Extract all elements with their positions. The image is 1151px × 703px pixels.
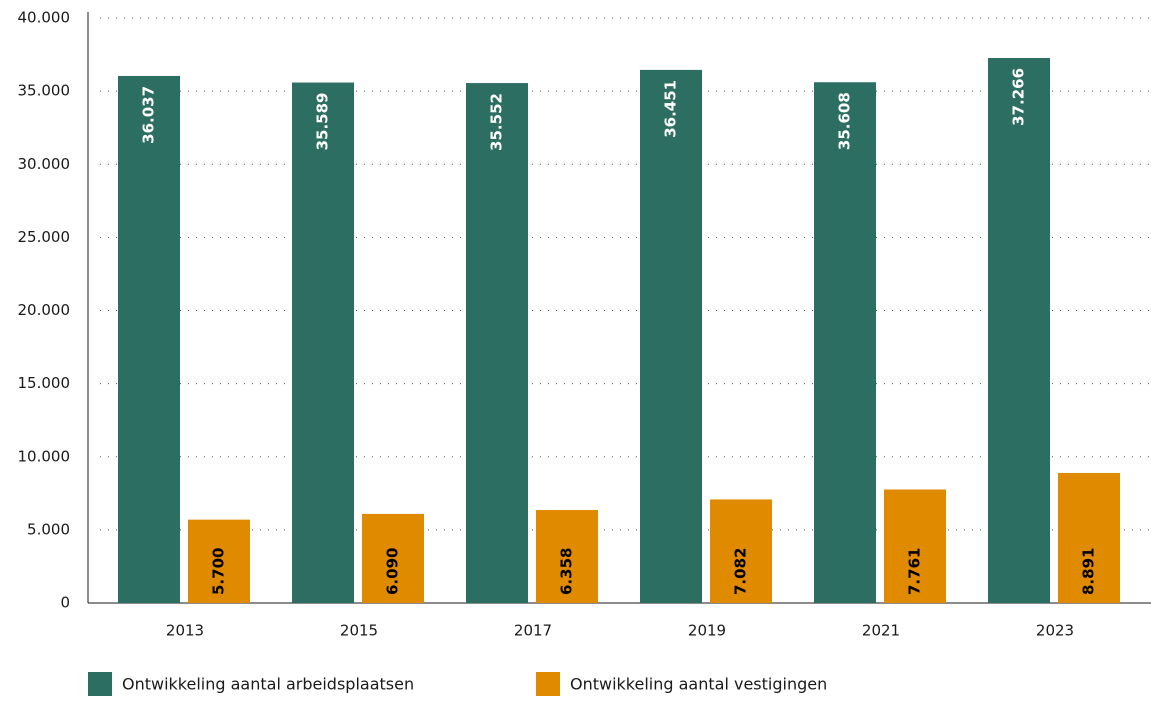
value-label: 37.266 <box>1010 68 1028 126</box>
bar <box>884 489 946 603</box>
y-tick-label: 5.000 <box>27 520 70 538</box>
value-label: 36.451 <box>662 80 680 138</box>
y-tick-label: 30.000 <box>18 155 71 173</box>
value-label: 8.891 <box>1080 548 1098 595</box>
value-label: 35.552 <box>488 93 506 151</box>
y-tick-label: 15.000 <box>18 374 71 392</box>
bar <box>814 82 876 603</box>
y-tick-label: 10.000 <box>18 447 71 465</box>
bar <box>466 83 528 603</box>
y-tick-label: 20.000 <box>18 301 71 319</box>
bar <box>188 519 250 603</box>
value-label: 36.037 <box>140 86 158 144</box>
x-tick-label: 2023 <box>1036 622 1074 640</box>
value-label: 5.700 <box>210 548 228 595</box>
bar <box>118 75 180 604</box>
value-label: 7.082 <box>732 548 750 595</box>
bar <box>536 510 598 603</box>
bar <box>1058 472 1120 603</box>
x-tick-label: 2019 <box>688 622 726 640</box>
x-tick-label: 2017 <box>514 622 552 640</box>
y-tick-label: 35.000 <box>18 82 71 100</box>
legend-swatch <box>88 672 112 696</box>
legend-label: Ontwikkeling aantal vestigingen <box>570 675 827 694</box>
bar <box>640 69 702 604</box>
value-label: 6.358 <box>558 548 576 595</box>
y-tick-label: 25.000 <box>18 228 71 246</box>
x-tick-label: 2021 <box>862 622 900 640</box>
value-label: 35.589 <box>314 93 332 151</box>
y-tick-label: 0 <box>60 594 70 612</box>
bar <box>710 499 772 603</box>
legend-swatch <box>536 672 560 696</box>
bar <box>292 82 354 604</box>
bar <box>988 57 1050 604</box>
value-label: 35.608 <box>836 92 854 150</box>
x-tick-label: 2015 <box>340 622 378 640</box>
y-tick-label: 40.000 <box>18 9 71 27</box>
legend-label: Ontwikkeling aantal arbeidsplaatsen <box>122 675 414 694</box>
value-label: 7.761 <box>906 548 924 595</box>
bar <box>362 513 424 603</box>
x-tick-label: 2013 <box>166 622 204 640</box>
value-label: 6.090 <box>384 548 402 595</box>
